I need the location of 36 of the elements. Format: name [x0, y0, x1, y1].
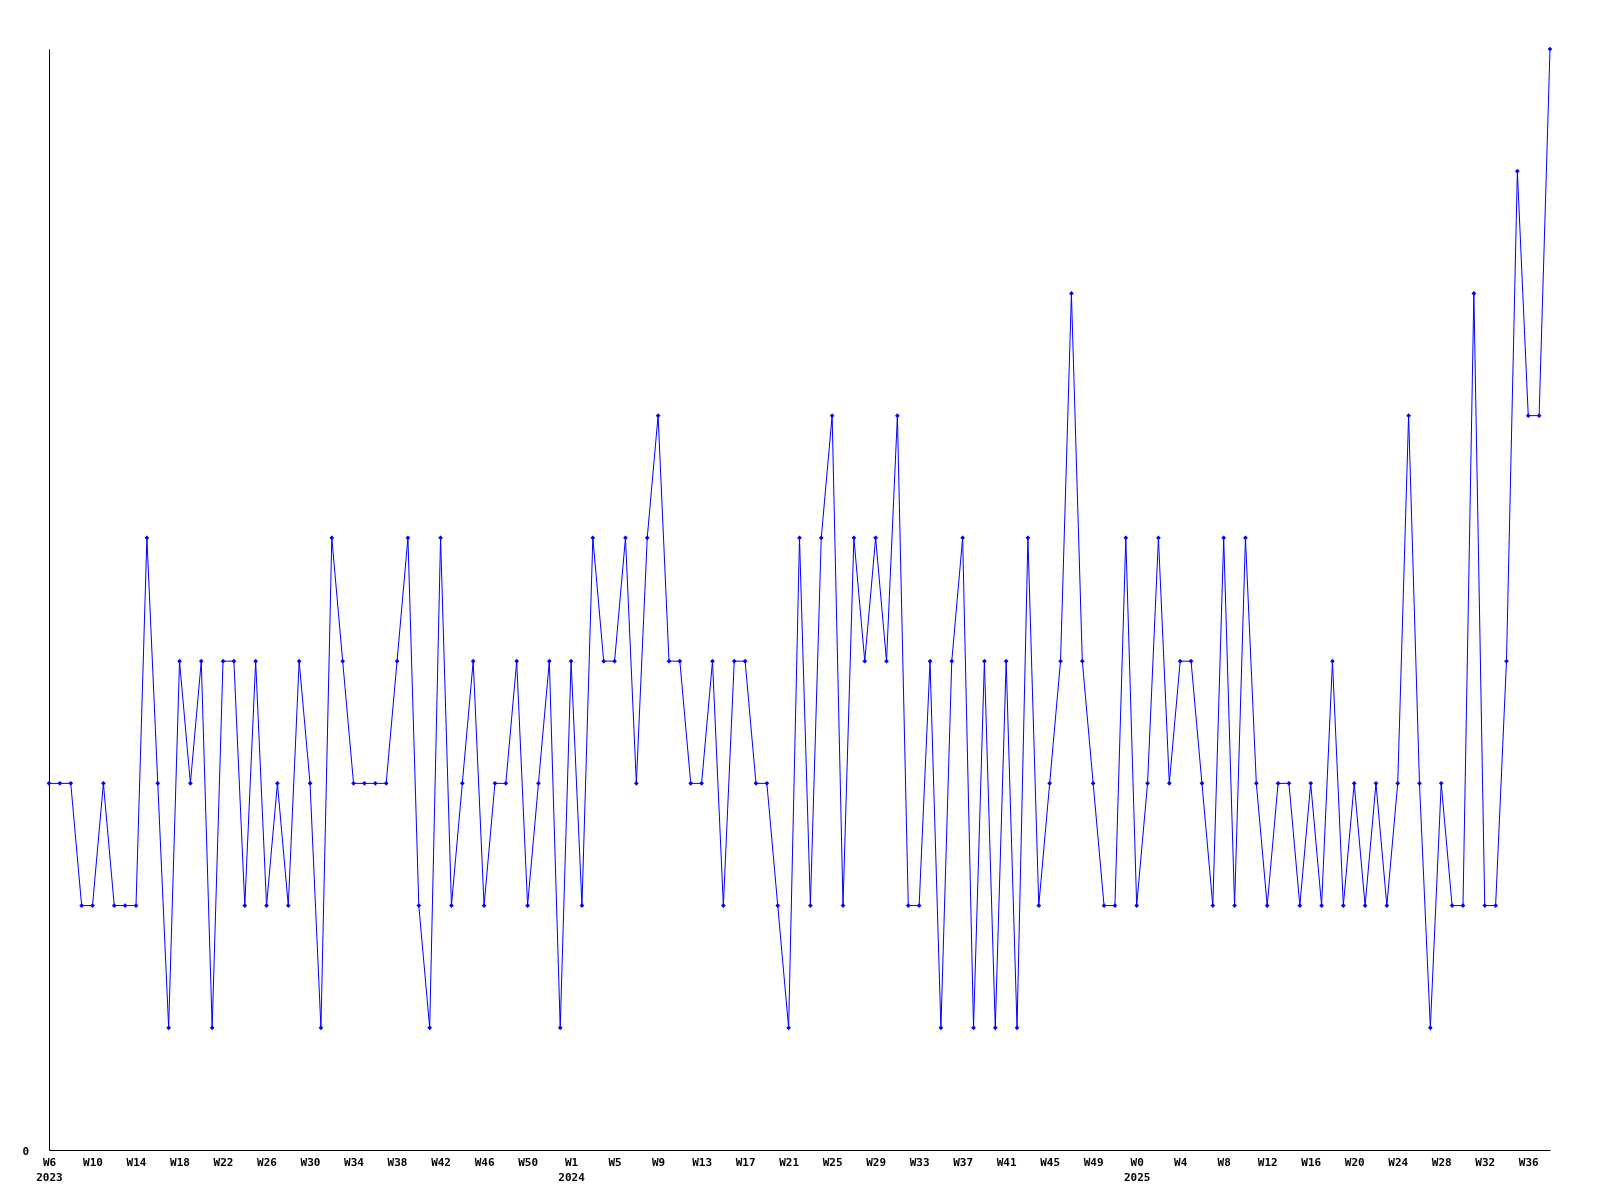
x-tick-label: W38 [387, 1155, 408, 1169]
x-tick-label: W25 [822, 1155, 843, 1169]
x-tick-label: W41 [996, 1155, 1017, 1169]
x-tick-label: W14 [126, 1155, 147, 1169]
x-tick-label: W5 [608, 1155, 622, 1169]
x-tick-label: W10 [83, 1155, 103, 1169]
x-tick-label: W17 [735, 1155, 756, 1169]
x-tick-label: W34 [344, 1155, 365, 1169]
x-tick-label: W13 [692, 1155, 713, 1169]
x-tick-label: W16 [1301, 1155, 1322, 1169]
x-tick-label: W6 2023 [36, 1155, 63, 1184]
x-tick-label: W9 [651, 1155, 666, 1169]
text: 0 [22, 1145, 29, 1158]
x-tick-label: W30 [300, 1155, 321, 1169]
x-tick-label: W29 [866, 1155, 887, 1169]
x-tick-label: W24 [1388, 1155, 1409, 1169]
x-tick-label: W28 [1431, 1155, 1452, 1169]
x-tick-label: W42 [431, 1155, 451, 1169]
x-tick-label: W50 [518, 1155, 539, 1169]
x-tick-label: W0 2025 [1123, 1155, 1151, 1184]
x-tick-label: W8 [1217, 1155, 1231, 1169]
x-tick-label: W4 [1174, 1155, 1188, 1169]
x-tick-label: W26 [257, 1155, 278, 1169]
x-tick-label: W45 [1040, 1155, 1061, 1169]
x-tick-label: W46 [474, 1155, 495, 1169]
x-tick-label: W49 [1083, 1155, 1104, 1169]
x-tick-label: W37 [953, 1155, 974, 1169]
x-tick-label: W21 [779, 1155, 800, 1169]
x-tick-label: W22 [213, 1155, 234, 1169]
x-tick-label: W12 [1257, 1155, 1278, 1169]
x-tick-label: W33 [909, 1155, 930, 1169]
x-tick-label: W32 [1475, 1155, 1496, 1169]
x-tick-label: W1 2024 [558, 1155, 586, 1184]
x-tick-label: W20 [1344, 1155, 1365, 1169]
x-tick-label: W18 [170, 1155, 190, 1169]
x-tick-label: W36 [1518, 1155, 1540, 1169]
